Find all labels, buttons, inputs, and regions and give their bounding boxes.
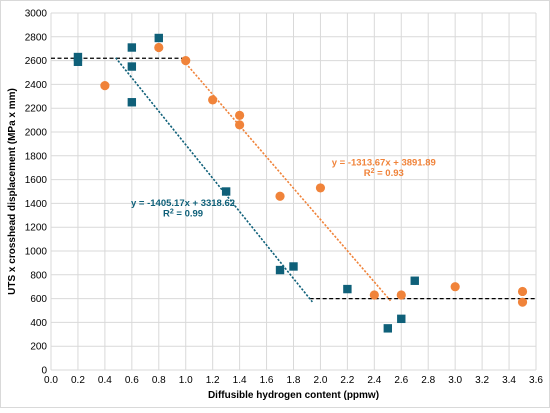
series-1-point (396, 290, 406, 300)
trend-lines (51, 57, 536, 303)
y-tick-label: 400 (30, 318, 47, 329)
x-tick-label: 3.2 (475, 375, 489, 386)
eq-blue-r2-superscript: 2 (170, 208, 174, 215)
series-0-point (275, 265, 285, 275)
trend-line-2 (115, 57, 313, 303)
series-1-point (235, 110, 245, 120)
y-tick-label: 2800 (25, 32, 48, 43)
y-tick-label: 1000 (25, 247, 48, 258)
trend-line-3 (185, 62, 392, 302)
x-tick-label: 1.4 (233, 375, 247, 386)
x-axis-title: Diffusible hydrogen content (ppmw) (208, 390, 379, 401)
tick-labels: 0200400600800100012001400160018002000220… (25, 9, 544, 387)
y-tick-label: 1400 (25, 199, 48, 210)
eq-blue-r2-value: = 0.99 (174, 208, 203, 219)
series-0-point (154, 33, 163, 43)
eq-orange-r2: R2 = 0.93 (364, 168, 404, 179)
series-1-point (208, 95, 218, 105)
x-tick-label: 0.2 (71, 375, 85, 386)
y-tick-label: 0 (41, 366, 47, 377)
series-0-point (343, 284, 352, 294)
x-tick-label: 3.4 (502, 375, 516, 386)
series-0-point (397, 314, 406, 324)
y-tick-label: 600 (30, 294, 47, 305)
series-1-point (517, 297, 528, 307)
series-1-point (369, 290, 379, 300)
eq-blue-r2: R2 = 0.99 (163, 208, 203, 219)
x-tick-label: 1.0 (179, 375, 193, 386)
x-tick-label: 2.2 (340, 375, 354, 386)
y-axis-title: UTS x crosshead displacement (MPa x mm) (7, 88, 18, 295)
x-tick-label: 0.6 (125, 375, 139, 386)
series-0-point (127, 98, 137, 107)
series-1-point (517, 286, 528, 297)
x-tick-label: 1.6 (260, 375, 274, 386)
series-0-point (383, 324, 393, 333)
series-1-point (275, 191, 285, 201)
y-tick-label: 2200 (25, 104, 48, 115)
x-tick-label: 1.2 (206, 375, 220, 386)
x-tick-label: 0.0 (44, 375, 58, 386)
x-tick-label: 2.4 (367, 375, 381, 386)
series-0-point (127, 43, 137, 52)
x-tick-label: 3.0 (448, 375, 462, 386)
series-1-point (315, 183, 326, 193)
y-tick-label: 200 (30, 342, 47, 353)
series-0-point (73, 57, 83, 66)
x-tick-label: 0.4 (98, 375, 112, 386)
series-0-point (221, 187, 231, 196)
x-tick-label: 3.6 (529, 375, 543, 386)
series-0-point (73, 52, 83, 62)
grid (50, 12, 537, 371)
series-0-point (127, 62, 137, 71)
series-1-point (154, 42, 164, 53)
x-tick-label: 2.8 (421, 375, 435, 386)
y-tick-label: 2600 (25, 56, 48, 67)
eq-orange-equation: y = -1313.67x + 3891.89 (332, 157, 436, 168)
x-tick-label: 0.8 (152, 375, 166, 386)
y-tick-label: 1200 (25, 223, 48, 234)
eq-orange-r2-superscript: 2 (371, 168, 375, 175)
series-1-point (181, 56, 191, 66)
series-0-point (410, 276, 419, 285)
y-tick-label: 800 (30, 270, 47, 281)
x-tick-label: 1.8 (287, 375, 301, 386)
eq-orange-r2-value: = 0.93 (374, 168, 403, 179)
y-tick-label: 1800 (25, 151, 48, 162)
series-1-point (450, 282, 460, 292)
y-tick-label: 2000 (25, 128, 48, 139)
series-1-point (100, 80, 110, 91)
series-1-point (235, 120, 245, 130)
x-tick-label: 2.0 (313, 375, 327, 386)
y-tick-label: 1600 (25, 175, 48, 186)
eq-blue-equation: y = -1405.17x + 3318.62 (131, 198, 235, 209)
series-0-point (289, 262, 298, 271)
data-points (73, 33, 528, 333)
eq-orange-r2-prefix: R (364, 168, 371, 179)
x-tick-label: 2.6 (394, 375, 408, 386)
y-tick-label: 3000 (25, 9, 48, 20)
y-tick-label: 2400 (25, 80, 48, 91)
eq-blue-r2-prefix: R (163, 208, 170, 219)
